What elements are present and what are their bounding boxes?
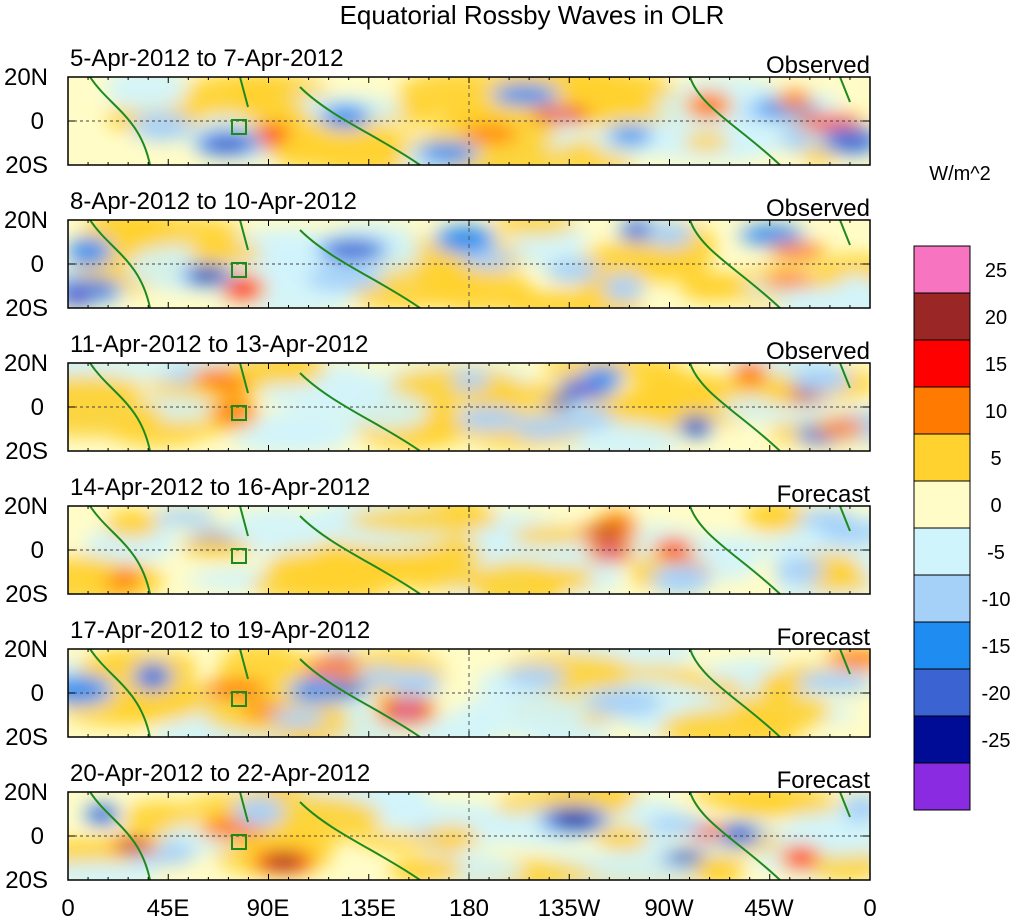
colorbar-label: 20 — [985, 307, 1007, 329]
colorbar-label: -5 — [987, 542, 1005, 564]
colorbar-swatch — [913, 715, 971, 764]
colorbar-label: -25 — [982, 730, 1011, 752]
colorbar-swatch — [913, 527, 971, 576]
x-tick-label: 180 — [449, 895, 489, 922]
panel-1: 20N 0 20S 5-Apr-2012 to 7-Apr-2012 Observed — [4, 45, 871, 179]
y-tick-label: 20S — [5, 581, 48, 608]
panel-5: 20N 0 20S 17-Apr-2012 to 19-Apr-2012 Forecas… — [4, 617, 871, 751]
colorbar-label: 25 — [985, 260, 1007, 282]
x-tick-label: 45W — [744, 895, 794, 922]
y-tick-label: 20S — [5, 867, 48, 894]
colorbar-units: W/m^2 — [929, 163, 991, 185]
olr-anomaly-field — [68, 649, 870, 737]
colorbar-swatch — [913, 480, 971, 529]
colorbar-label: -10 — [982, 589, 1011, 611]
colorbar-label: 5 — [990, 448, 1001, 470]
y-tick-label: 0 — [31, 394, 44, 421]
x-tick-label: 90E — [247, 895, 290, 922]
colorbar: W/m^2 25 20 15 10 5 0 -5 -10 -15 -20 -25 — [913, 163, 1011, 811]
colorbar-swatch — [913, 245, 971, 294]
y-tick-label: 20N — [4, 493, 48, 520]
olr-anomaly-field — [68, 363, 870, 451]
coastlines — [89, 220, 851, 308]
x-tick-label: 135E — [340, 895, 396, 922]
x-tick-label: 135W — [538, 895, 601, 922]
colorbar-swatch — [913, 386, 971, 435]
y-tick-label: 20N — [4, 207, 48, 234]
panel-date-range: 20-Apr-2012 to 22-Apr-2012 — [70, 760, 370, 787]
panel-4: 20N 0 20S 14-Apr-2012 to 16-Apr-2012 Forecas… — [4, 474, 871, 608]
panel-date-range: 8-Apr-2012 to 10-Apr-2012 — [70, 188, 357, 215]
colorbar-swatch — [913, 762, 971, 811]
colorbar-swatch — [913, 668, 971, 717]
y-tick-label: 0 — [31, 680, 44, 707]
coastlines — [89, 649, 851, 737]
coastlines — [89, 363, 851, 451]
panel-kind: Forecast — [777, 767, 871, 794]
olr-anomaly-field — [68, 220, 870, 308]
y-tick-label: 0 — [31, 108, 44, 135]
olr-anomaly-field — [68, 792, 870, 880]
colorbar-label: -20 — [982, 683, 1011, 705]
panel-3: 20N 0 20S 11-Apr-2012 to 13-Apr-2012 Observe… — [4, 331, 871, 465]
colorbar-label: 10 — [985, 401, 1007, 423]
x-tick-label: 0 — [61, 895, 74, 922]
panel-date-range: 17-Apr-2012 to 19-Apr-2012 — [70, 617, 370, 644]
x-tick-label: 45E — [147, 895, 190, 922]
coastlines — [89, 506, 851, 594]
panel-kind: Observed — [766, 195, 870, 222]
y-tick-label: 0 — [31, 537, 44, 564]
y-tick-label: 20S — [5, 152, 48, 179]
colorbar-label: -15 — [982, 636, 1011, 658]
y-tick-label: 20N — [4, 64, 48, 91]
x-axis: 0 45E 90E 135E 180 135W 90W 45W 0 — [61, 895, 876, 922]
panel-6: 20N 0 20S 20-Apr-2012 to 22-Apr-2012 Forecas… — [4, 760, 871, 894]
colorbar-swatch — [913, 574, 971, 623]
colorbar-swatch — [913, 292, 971, 341]
y-tick-label: 20N — [4, 350, 48, 377]
colorbar-swatch — [913, 433, 971, 482]
panel-kind: Forecast — [777, 624, 871, 651]
colorbar-label: 0 — [990, 495, 1001, 517]
y-tick-label: 20S — [5, 724, 48, 751]
olr-anomaly-field — [68, 506, 870, 594]
coastlines — [89, 77, 851, 165]
colorbar-swatch — [913, 621, 971, 670]
y-tick-label: 20S — [5, 295, 48, 322]
panel-date-range: 5-Apr-2012 to 7-Apr-2012 — [70, 45, 344, 72]
chart-title: Equatorial Rossby Waves in OLR — [340, 0, 725, 30]
y-tick-label: 20N — [4, 636, 48, 663]
colorbar-label: 15 — [985, 354, 1007, 376]
panel-2: 20N 0 20S 8-Apr-2012 to 10-Apr-2012 Observed — [4, 188, 871, 322]
y-tick-label: 20N — [4, 779, 48, 806]
panel-date-range: 14-Apr-2012 to 16-Apr-2012 — [70, 474, 370, 501]
x-tick-label: 90W — [644, 895, 694, 922]
y-tick-label: 0 — [31, 823, 44, 850]
coastlines — [89, 792, 851, 880]
panel-kind: Observed — [766, 52, 870, 79]
y-tick-label: 20S — [5, 438, 48, 465]
panel-kind: Forecast — [777, 481, 871, 508]
panel-date-range: 11-Apr-2012 to 13-Apr-2012 — [70, 331, 368, 358]
panel-kind: Observed — [766, 338, 870, 365]
x-tick-label: 0 — [863, 895, 876, 922]
colorbar-swatch — [913, 339, 971, 388]
y-tick-label: 0 — [31, 251, 44, 278]
olr-anomaly-field — [68, 77, 870, 165]
